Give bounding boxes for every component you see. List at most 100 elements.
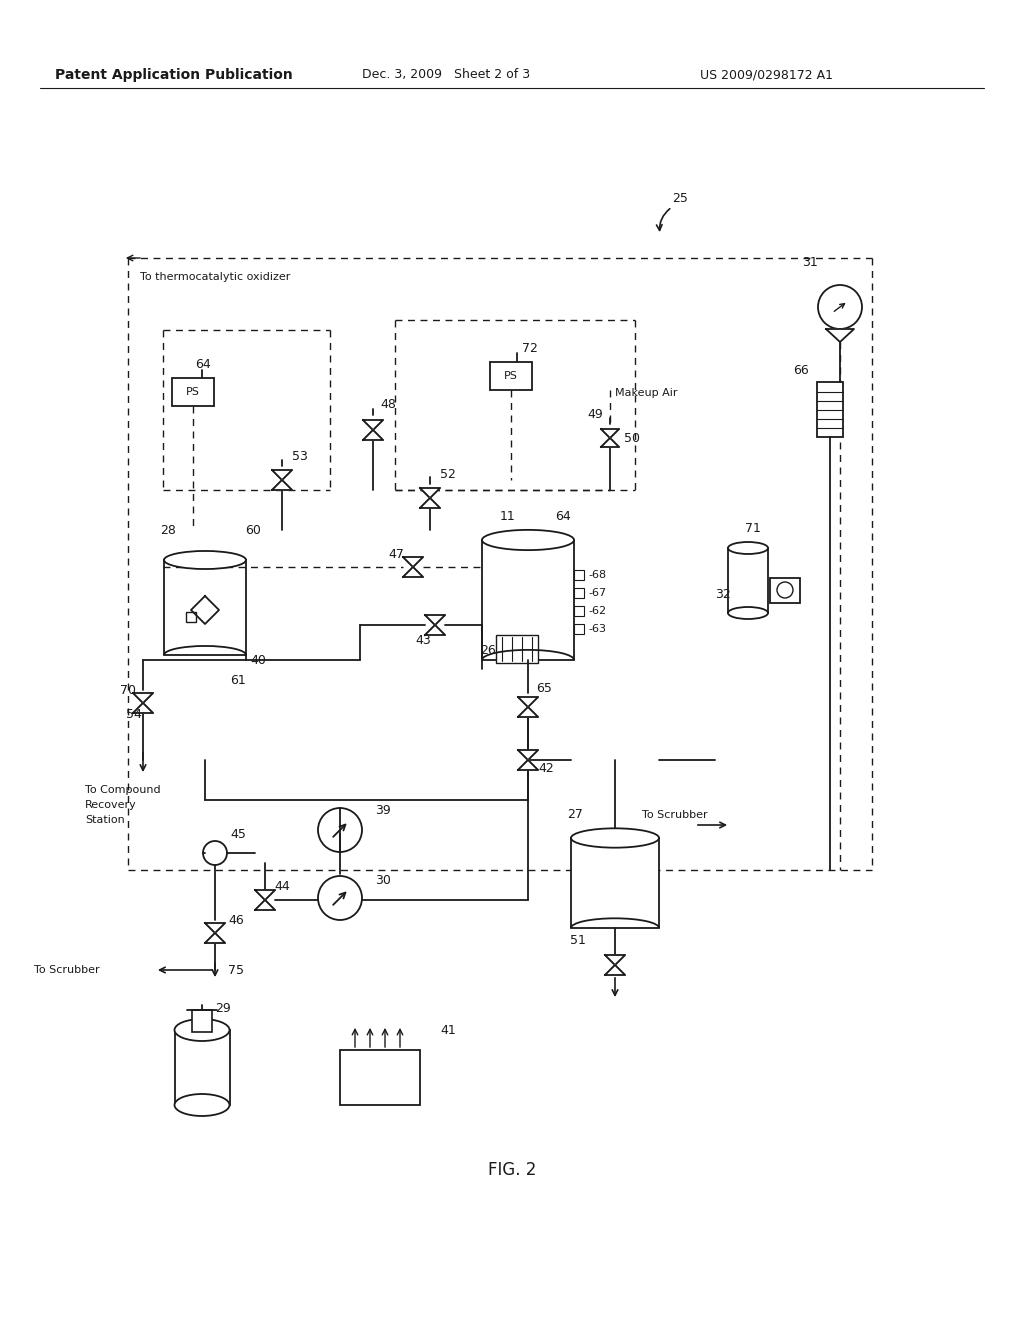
Text: Patent Application Publication: Patent Application Publication xyxy=(55,69,293,82)
Text: 42: 42 xyxy=(538,762,554,775)
Bar xyxy=(574,606,584,616)
Text: 51: 51 xyxy=(570,933,586,946)
Polygon shape xyxy=(403,557,423,568)
Polygon shape xyxy=(133,693,153,704)
Bar xyxy=(193,1010,212,1032)
Text: 11: 11 xyxy=(500,510,516,523)
Text: Station: Station xyxy=(85,814,125,825)
Text: 27: 27 xyxy=(567,808,583,821)
Circle shape xyxy=(777,582,793,598)
Text: To thermocatalytic oxidizer: To thermocatalytic oxidizer xyxy=(140,272,291,282)
Text: 25: 25 xyxy=(672,191,688,205)
Bar xyxy=(770,578,800,603)
Text: 26: 26 xyxy=(480,644,496,656)
Text: 52: 52 xyxy=(440,467,456,480)
Text: 49: 49 xyxy=(587,408,603,421)
Text: 71: 71 xyxy=(745,521,761,535)
Ellipse shape xyxy=(571,829,659,847)
Bar xyxy=(340,1049,420,1105)
Text: 28: 28 xyxy=(160,524,176,536)
Polygon shape xyxy=(205,933,225,942)
Polygon shape xyxy=(272,480,292,490)
Polygon shape xyxy=(362,420,383,430)
Polygon shape xyxy=(362,430,383,440)
Bar xyxy=(482,540,574,660)
Circle shape xyxy=(318,808,362,851)
Ellipse shape xyxy=(728,543,768,554)
Polygon shape xyxy=(205,923,225,933)
Polygon shape xyxy=(255,890,275,900)
Text: -63: -63 xyxy=(588,624,606,634)
Bar xyxy=(186,612,196,622)
Bar xyxy=(574,587,584,598)
Polygon shape xyxy=(518,760,538,770)
Text: 45: 45 xyxy=(230,829,246,842)
Text: 48: 48 xyxy=(380,399,396,412)
Text: Recovery: Recovery xyxy=(85,800,137,810)
Text: 46: 46 xyxy=(228,913,244,927)
Bar xyxy=(574,570,584,579)
Polygon shape xyxy=(605,965,625,975)
Polygon shape xyxy=(133,704,153,713)
Circle shape xyxy=(318,876,362,920)
Text: US 2009/0298172 A1: US 2009/0298172 A1 xyxy=(700,69,833,81)
Text: 44: 44 xyxy=(274,880,290,894)
Ellipse shape xyxy=(174,1094,229,1115)
Text: 32: 32 xyxy=(715,589,731,602)
Bar xyxy=(571,838,659,928)
Polygon shape xyxy=(826,329,854,342)
Polygon shape xyxy=(601,429,618,438)
Polygon shape xyxy=(518,697,538,708)
Text: -62: -62 xyxy=(588,606,606,616)
Text: Makeup Air: Makeup Air xyxy=(615,388,678,399)
Text: 75: 75 xyxy=(228,964,244,977)
Polygon shape xyxy=(420,488,440,498)
Text: 54: 54 xyxy=(126,709,142,722)
Text: 72: 72 xyxy=(522,342,538,355)
Bar xyxy=(574,624,584,634)
Text: To Scrubber: To Scrubber xyxy=(642,810,708,820)
Bar xyxy=(496,635,538,663)
Text: 39: 39 xyxy=(375,804,391,817)
Text: 50: 50 xyxy=(624,432,640,445)
Polygon shape xyxy=(518,750,538,760)
Text: 41: 41 xyxy=(440,1023,456,1036)
Text: 65: 65 xyxy=(536,681,552,694)
Text: 40: 40 xyxy=(250,653,266,667)
Text: 60: 60 xyxy=(245,524,261,536)
Text: 43: 43 xyxy=(415,634,431,647)
Text: PS: PS xyxy=(504,371,518,381)
Text: Dec. 3, 2009   Sheet 2 of 3: Dec. 3, 2009 Sheet 2 of 3 xyxy=(362,69,530,81)
Ellipse shape xyxy=(164,550,246,569)
Text: -68: -68 xyxy=(588,570,606,579)
Text: 47: 47 xyxy=(388,549,403,561)
Text: 70: 70 xyxy=(120,684,136,697)
Polygon shape xyxy=(403,568,423,577)
Ellipse shape xyxy=(174,1019,229,1041)
Text: PS: PS xyxy=(186,387,200,397)
Bar xyxy=(817,381,843,437)
Text: 61: 61 xyxy=(230,673,246,686)
Polygon shape xyxy=(272,470,292,480)
Text: 31: 31 xyxy=(802,256,818,269)
Text: To Compound: To Compound xyxy=(85,785,161,795)
Polygon shape xyxy=(605,954,625,965)
Text: 64: 64 xyxy=(195,359,211,371)
Polygon shape xyxy=(518,708,538,717)
Text: 53: 53 xyxy=(292,450,308,462)
Circle shape xyxy=(818,285,862,329)
Circle shape xyxy=(203,841,227,865)
Polygon shape xyxy=(255,900,275,909)
Text: -67: -67 xyxy=(588,587,606,598)
Bar xyxy=(175,1030,230,1105)
Bar xyxy=(728,548,768,612)
Text: FIG. 2: FIG. 2 xyxy=(487,1162,537,1179)
Text: 64: 64 xyxy=(555,510,570,523)
Text: 66: 66 xyxy=(793,363,809,376)
Bar xyxy=(172,378,214,407)
Text: 29: 29 xyxy=(215,1002,230,1015)
Polygon shape xyxy=(425,624,445,635)
Bar xyxy=(490,362,532,389)
Bar xyxy=(164,560,246,655)
Polygon shape xyxy=(420,498,440,508)
